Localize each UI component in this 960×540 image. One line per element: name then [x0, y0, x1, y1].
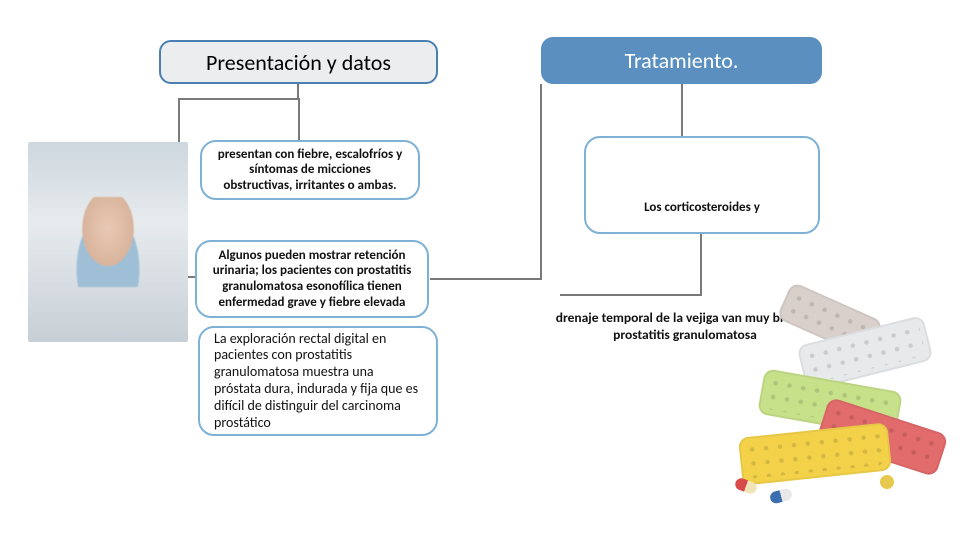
patient-photo: [28, 142, 188, 342]
connector: [297, 84, 299, 98]
connector: [430, 278, 540, 280]
medication-photo: [730, 290, 955, 515]
header-tratamiento: Tratamiento.: [541, 37, 822, 84]
corticosteroids-box: Los corticosteroides y: [584, 136, 820, 234]
connector: [178, 98, 298, 100]
header-tratamiento-label: Tratamiento.: [625, 47, 739, 74]
retention-box: Algunos pueden mostrar retención urinari…: [195, 240, 429, 318]
exam-text: La exploración rectal digital en pacient…: [214, 331, 422, 432]
capsule-icon: [769, 487, 793, 504]
header-presentacion: Presentación y datos: [159, 40, 438, 84]
symptoms-box: presentan con fiebre, escalofríos y sínt…: [200, 140, 420, 200]
connector: [700, 234, 702, 294]
blister-pack: [738, 422, 892, 485]
symptoms-text: presentan con fiebre, escalofríos y sínt…: [216, 147, 404, 194]
connector: [681, 84, 683, 136]
connector: [540, 84, 542, 280]
exam-box: La exploración rectal digital en pacient…: [198, 326, 438, 436]
tablet-icon: [880, 475, 894, 489]
connector: [298, 98, 300, 140]
header-presentacion-label: Presentación y datos: [206, 49, 391, 76]
connector: [560, 294, 702, 296]
slide: Presentación y datos Tratamiento. presen…: [0, 0, 960, 540]
corticosteroids-text: Los corticosteroides y: [644, 200, 760, 216]
retention-text: Algunos pueden mostrar retención urinari…: [211, 248, 413, 310]
